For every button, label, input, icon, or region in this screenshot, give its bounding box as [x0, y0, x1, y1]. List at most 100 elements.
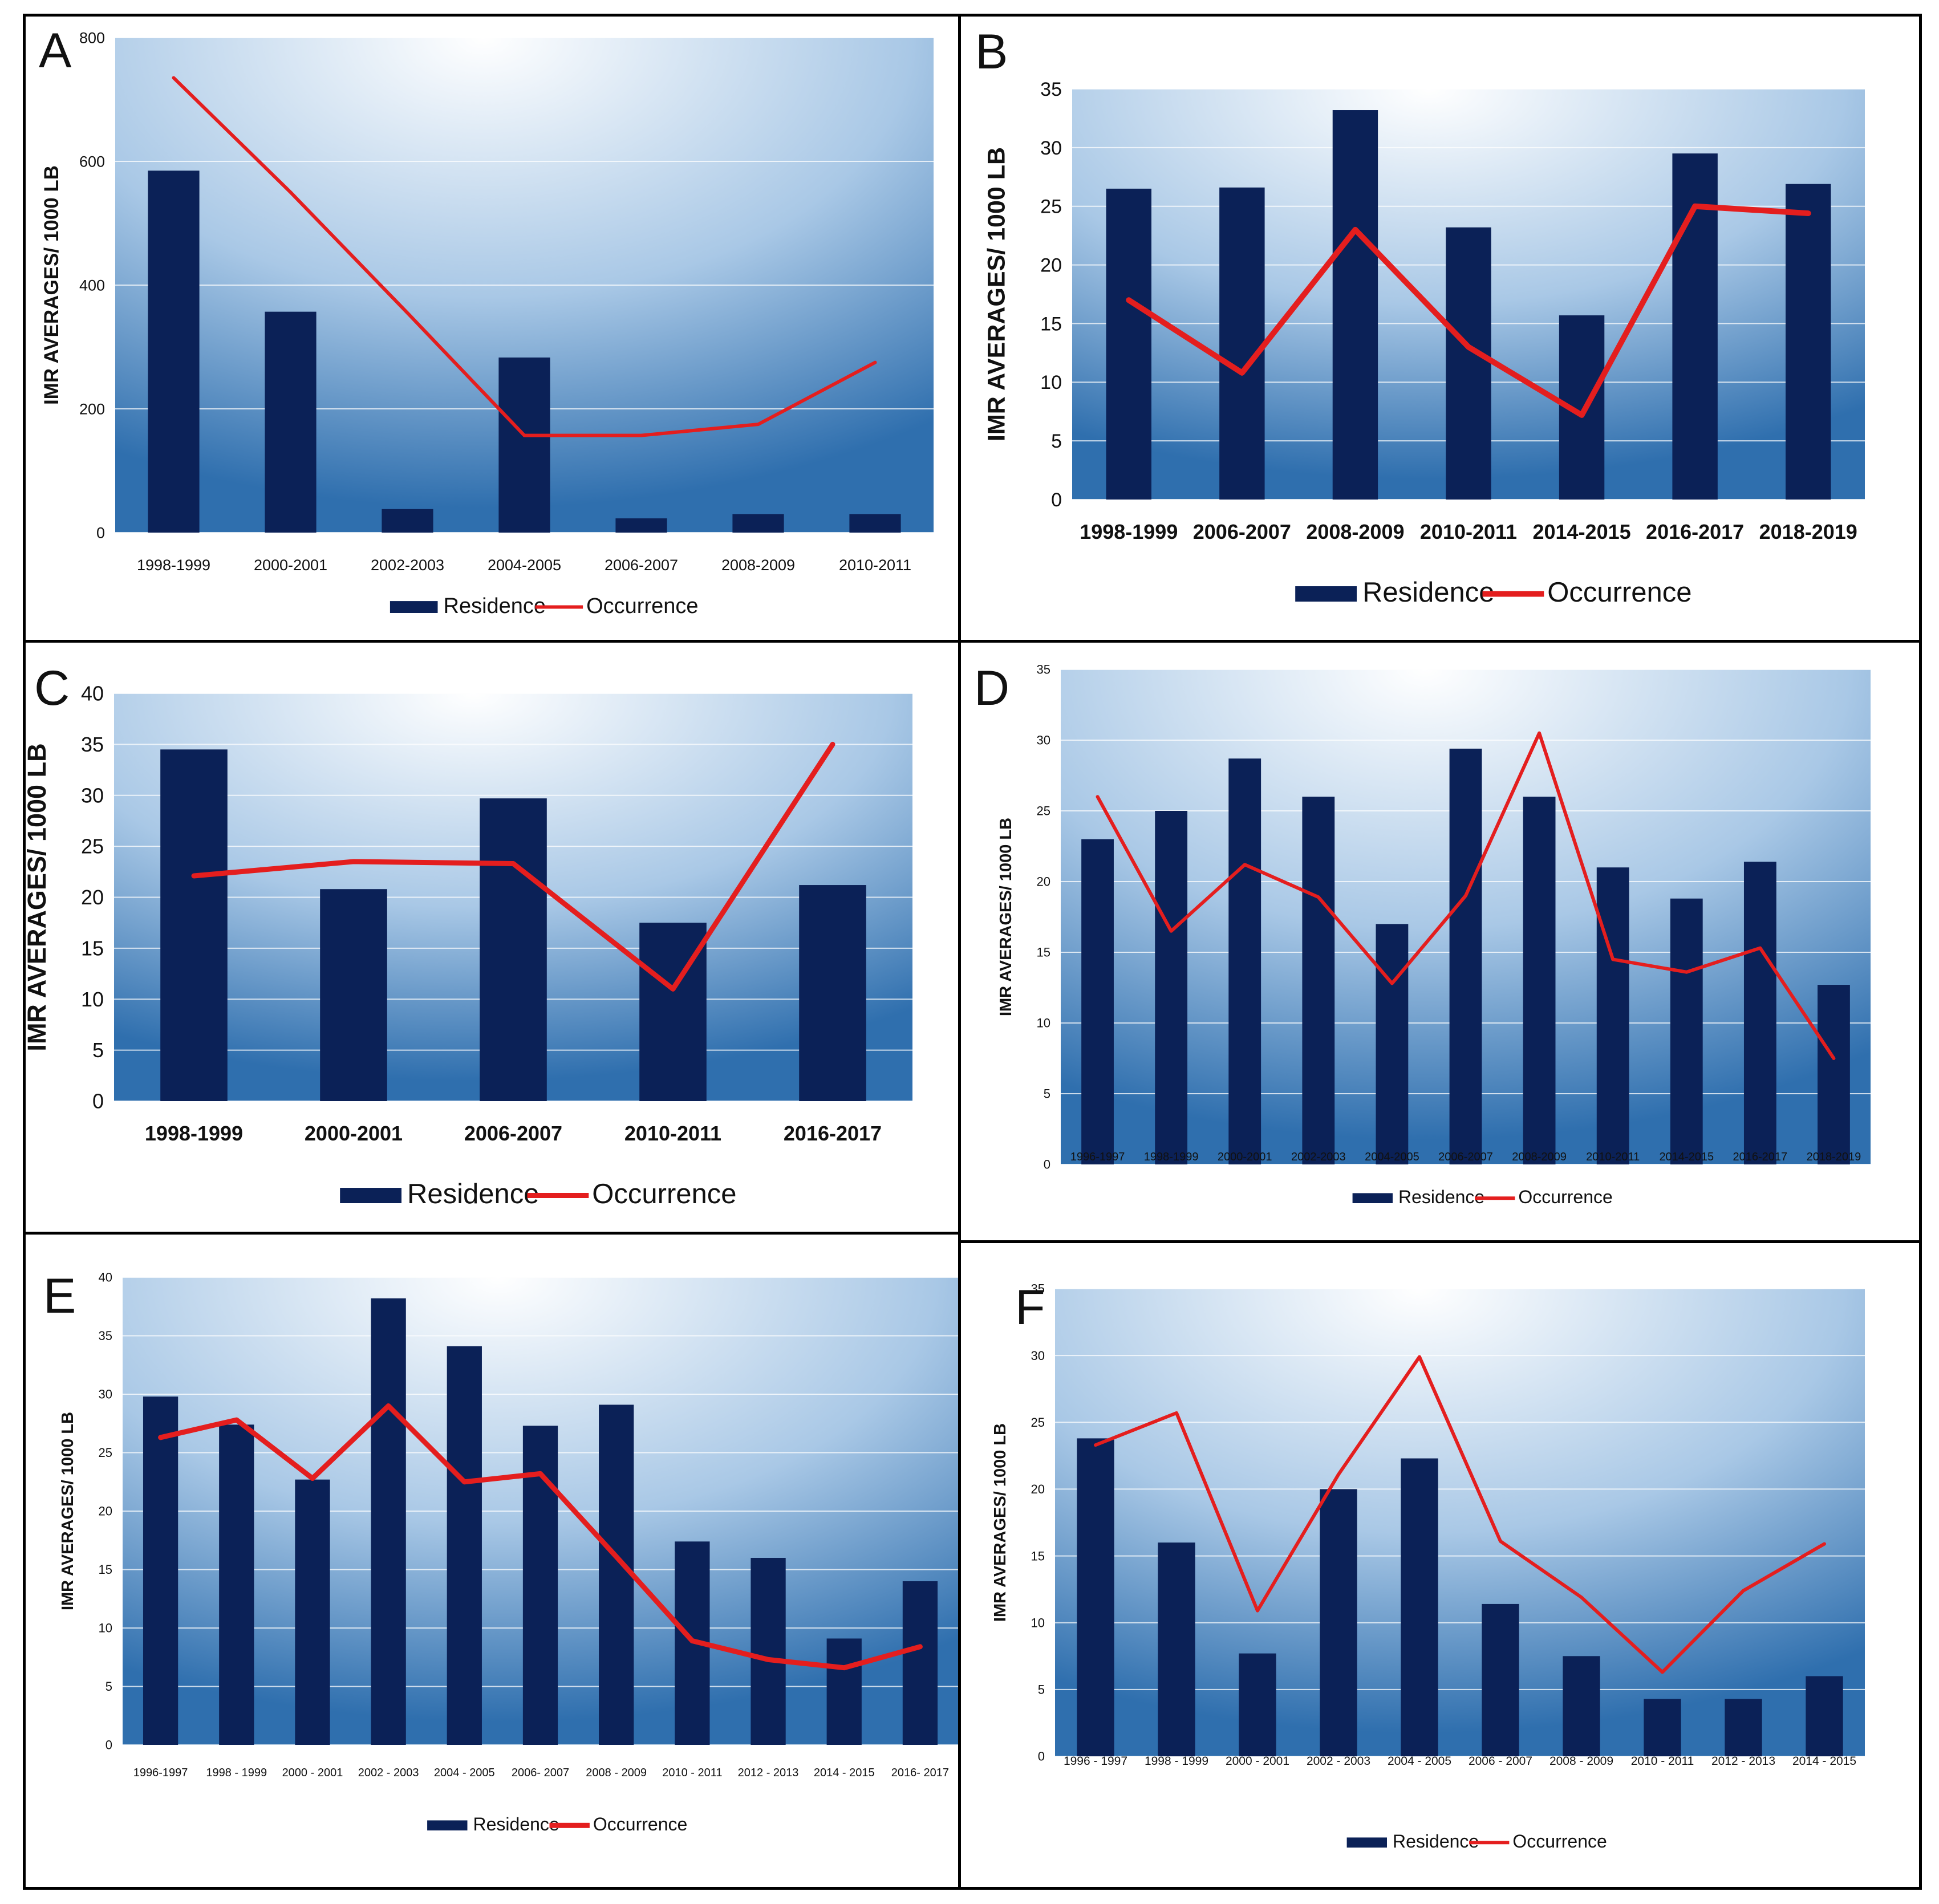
bar-residence — [295, 1479, 330, 1745]
line-point — [463, 1480, 467, 1484]
line-point — [1832, 1057, 1835, 1060]
bar-residence — [320, 889, 387, 1101]
y-tick-label: 5 — [1051, 431, 1062, 452]
line-point — [1464, 894, 1467, 897]
y-tick-label: 35 — [1040, 79, 1062, 100]
y-axis-label: IMR AVERAGES/ 1000 LB — [40, 165, 63, 405]
bar-residence — [1158, 1542, 1195, 1756]
line-point — [874, 361, 877, 364]
line-point — [1693, 204, 1697, 209]
panel-letter: A — [39, 23, 72, 78]
y-tick-label: 15 — [99, 1562, 112, 1577]
x-tick-label: 1998 - 1999 — [1145, 1755, 1208, 1768]
bar-residence — [1596, 867, 1629, 1164]
y-tick-label: 5 — [92, 1038, 104, 1062]
y-tick-label: 5 — [106, 1679, 112, 1694]
y-tick-label: 25 — [1031, 1415, 1045, 1430]
line-point — [1580, 413, 1584, 417]
legend-label-occurrence: Occurrence — [592, 1179, 736, 1209]
line-point — [766, 1658, 770, 1662]
x-tick-label: 2016-2017 — [1733, 1151, 1788, 1163]
panel-d: 0 5 10 15 20 25 30 35 IMR AVERAGES/ 1000 LB 1996-… — [964, 644, 1928, 1237]
x-tick-label: 2014-2015 — [1659, 1151, 1714, 1163]
x-tick-label: 2016- 2017 — [891, 1767, 949, 1779]
bar-residence — [1401, 1458, 1438, 1756]
x-tick-label: 2018-2019 — [1759, 520, 1857, 543]
line-point — [1823, 1542, 1826, 1545]
bar-residence — [447, 1346, 482, 1745]
y-tick-label: 0 — [92, 1090, 104, 1113]
frame-bottom — [23, 1887, 1922, 1890]
bar-residence — [826, 1638, 862, 1745]
y-tick-label: 20 — [99, 1504, 112, 1519]
bar-residence — [160, 749, 228, 1101]
y-tick-label: 25 — [99, 1446, 112, 1460]
line-point — [1538, 732, 1541, 734]
x-tick-label: 2002-2003 — [371, 557, 444, 574]
x-tick-label: 2006-2007 — [605, 557, 678, 574]
y-tick-label: 0 — [1051, 489, 1062, 511]
bar-residence — [382, 509, 433, 533]
y-tick-label: 30 — [1037, 733, 1050, 748]
bar-residence — [1644, 1699, 1681, 1756]
x-tick-label: 2004 - 2005 — [434, 1767, 495, 1779]
panel-letter: B — [975, 25, 1008, 79]
legend-swatch-residence — [427, 1820, 468, 1830]
y-axis-label: IMR AVERAGES/ 1000 LB — [59, 1412, 77, 1610]
bar-residence — [1563, 1656, 1600, 1756]
line-point — [1612, 958, 1615, 961]
line-point — [671, 987, 675, 991]
x-tick-label: 1996 - 1997 — [1064, 1755, 1127, 1768]
bar-residence — [148, 170, 200, 533]
bar-residence — [732, 514, 784, 533]
y-tick-label: 20 — [1040, 254, 1062, 276]
y-tick-label: 25 — [1037, 804, 1050, 818]
x-tick-label: 2008-2009 — [1306, 520, 1404, 543]
legend-label-occurrence: Occurrence — [593, 1814, 687, 1834]
frame-top — [23, 14, 1922, 17]
y-axis-label: IMR AVERAGES/ 1000 LB — [23, 743, 51, 1051]
line-point — [523, 434, 526, 437]
y-tick-label: 10 — [81, 988, 104, 1011]
x-tick-label: 1998-1999 — [137, 557, 210, 574]
y-tick-label: 800 — [79, 29, 105, 46]
x-tick-label: 2008 - 2009 — [586, 1767, 647, 1779]
legend-label-occurrence: Occurrence — [1547, 577, 1691, 608]
y-tick-label: 0 — [106, 1738, 112, 1752]
bar-residence — [480, 798, 547, 1101]
x-tick-label: 2018-2019 — [1807, 1151, 1861, 1163]
y-axis-label: IMR AVERAGES/ 1000 LB — [997, 818, 1015, 1016]
line-point — [289, 191, 292, 194]
y-tick-label: 35 — [1031, 1282, 1045, 1296]
x-tick-label: 2002 - 2003 — [358, 1767, 419, 1779]
bar-residence — [799, 885, 866, 1101]
legend-label-occurrence: Occurrence — [1512, 1831, 1607, 1852]
line-point — [159, 1435, 163, 1439]
y-tick-label: 0 — [1038, 1749, 1045, 1764]
y-tick-label: 400 — [79, 277, 105, 294]
bar-residence — [1743, 862, 1776, 1164]
line-point — [172, 76, 175, 79]
x-tick-label: 2004 - 2005 — [1388, 1755, 1451, 1768]
bar-residence — [1449, 748, 1482, 1164]
x-tick-label: 2014-2015 — [1532, 520, 1630, 543]
divider-row2-right — [958, 1240, 1922, 1243]
y-tick-label: 30 — [99, 1387, 112, 1402]
bar-residence — [615, 518, 667, 533]
y-tick-label: 0 — [96, 524, 105, 541]
legend-label-occurrence: Occurrence — [586, 594, 698, 618]
x-tick-label: 1998-1999 — [1144, 1151, 1199, 1163]
y-tick-label: 5 — [1038, 1683, 1045, 1697]
x-tick-label: 2000 - 2001 — [282, 1767, 343, 1779]
legend-label-occurrence: Occurrence — [1518, 1187, 1612, 1207]
x-tick-label: 2008-2009 — [1512, 1151, 1567, 1163]
panel-c: 0 5 10 15 20 25 30 35 40 IMR AVERAGES/ 1000 LB 199… — [23, 644, 958, 1232]
line-point — [1243, 863, 1246, 866]
bar-residence — [1155, 811, 1188, 1164]
legend-swatch-residence — [340, 1188, 401, 1203]
line-point — [614, 1554, 618, 1559]
panel-a: 0 200 400 600 800 IMR AVERAGES/ 1000 LB 1998-1… — [23, 11, 958, 639]
bar-residence — [219, 1424, 254, 1745]
x-tick-label: 2016-2017 — [784, 1122, 882, 1145]
x-tick-label: 2006-2007 — [1438, 1151, 1493, 1163]
